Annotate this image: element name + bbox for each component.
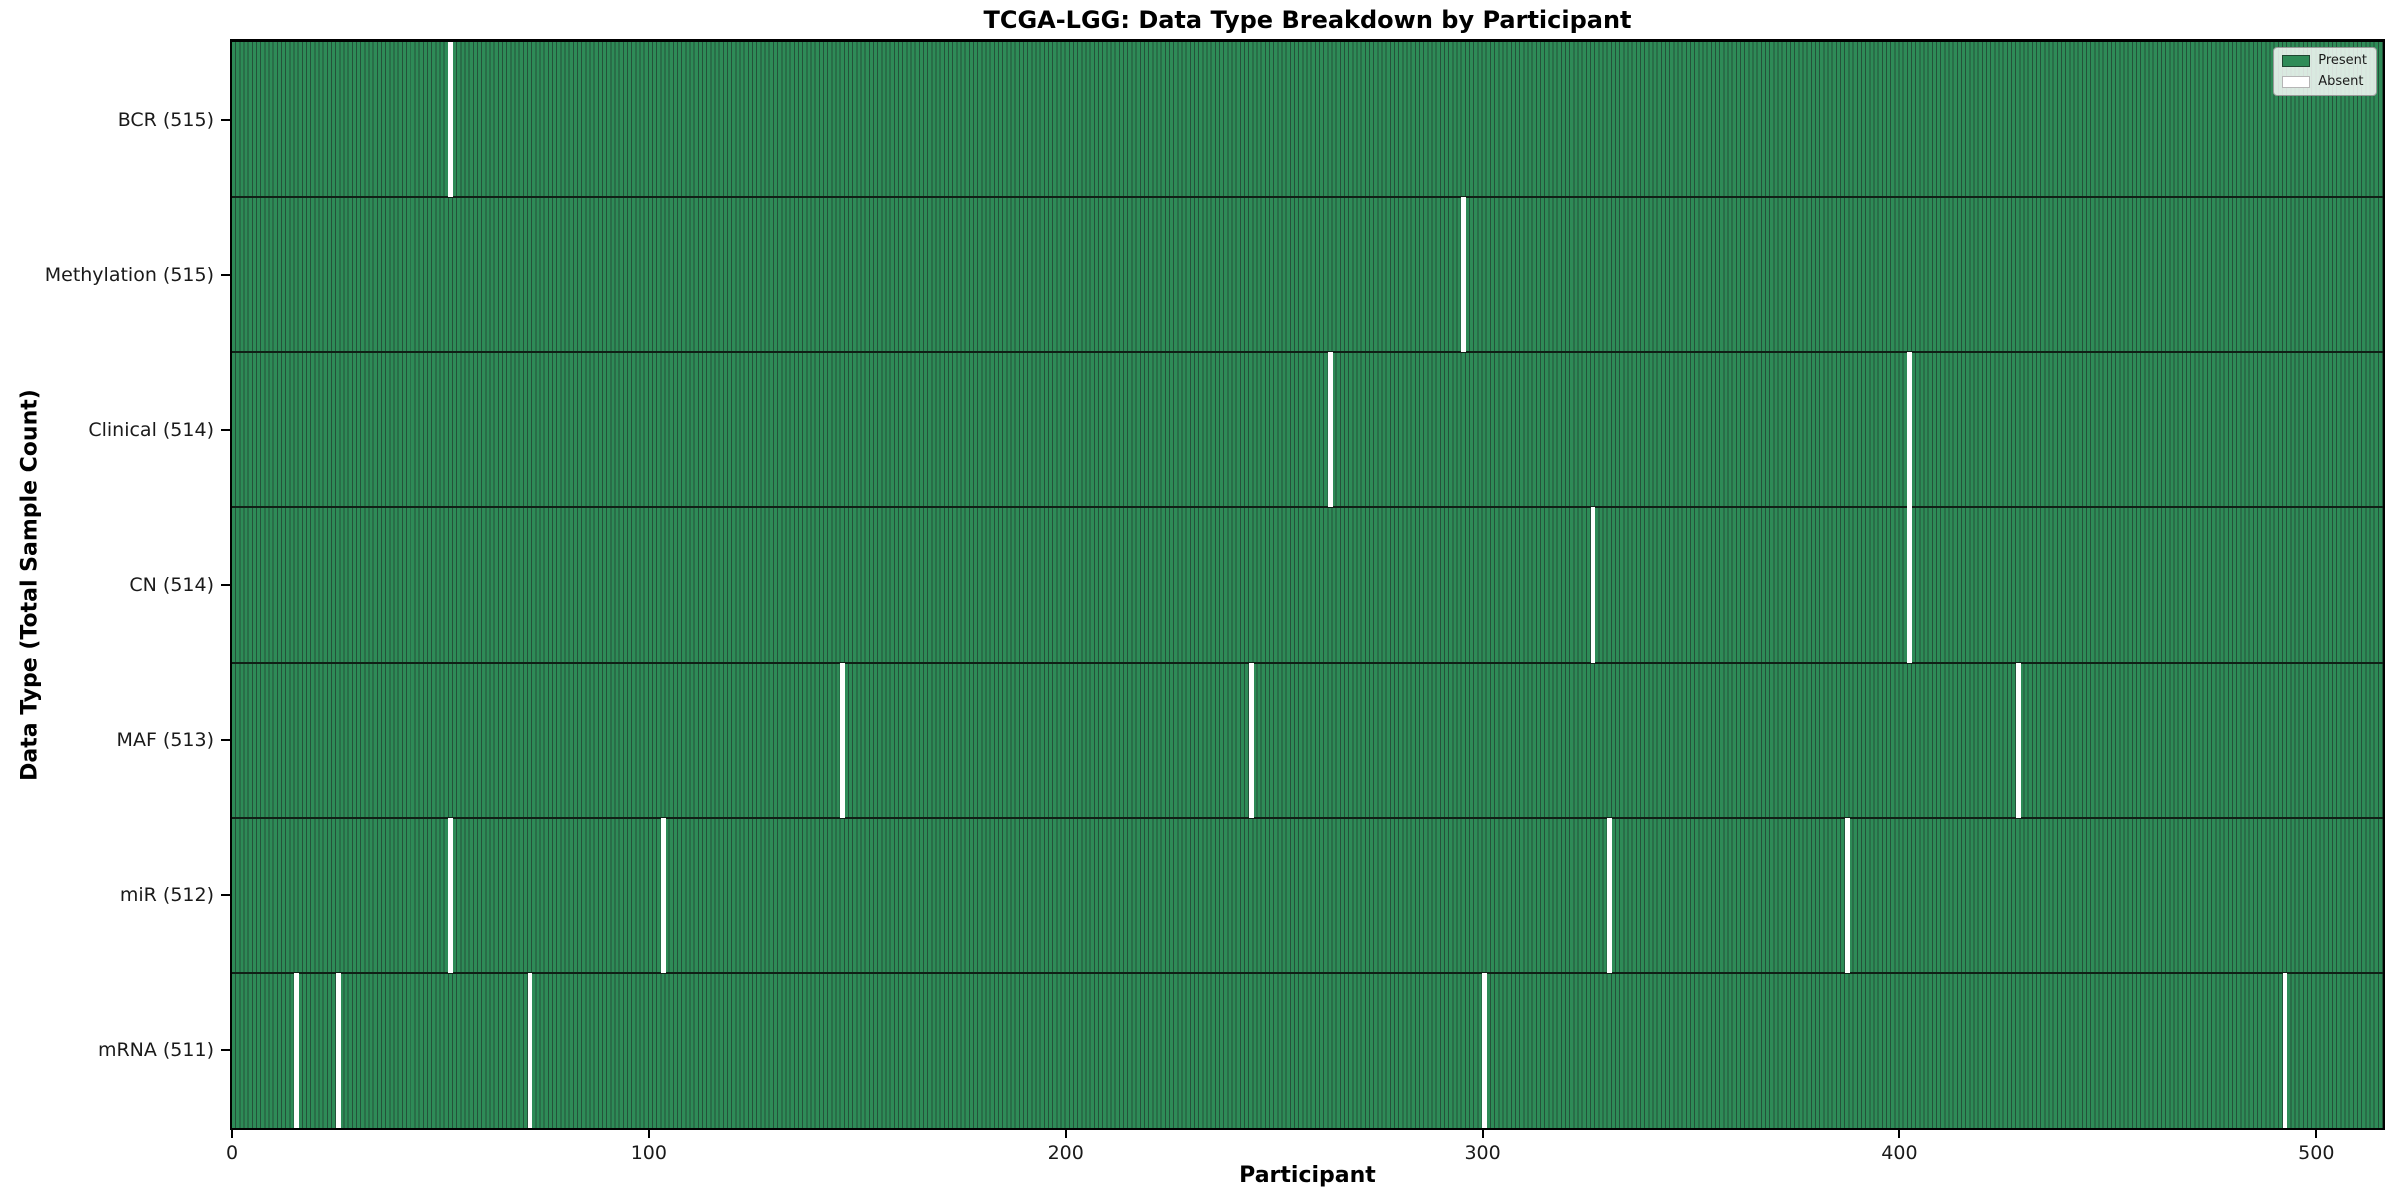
absent-cell-mir-52 bbox=[448, 817, 454, 973]
absent-cell-cn-326 bbox=[1590, 507, 1596, 663]
y-tick-mark-clinical bbox=[221, 428, 230, 431]
y-tick-label-bcr: BCR (515) bbox=[117, 108, 214, 131]
y-tick-label-mrna: mRNA (511) bbox=[97, 1039, 214, 1062]
legend-swatch-present-icon bbox=[2282, 55, 2311, 67]
absent-cell-mir-387 bbox=[1844, 817, 1850, 973]
x-tick-mark-0 bbox=[231, 1129, 233, 1138]
legend-label-absent: Absent bbox=[2318, 74, 2364, 89]
absent-cell-mrna-15 bbox=[294, 972, 299, 1128]
x-tick-mark-500 bbox=[2315, 1129, 2318, 1138]
row-divider bbox=[232, 196, 2383, 199]
legend-label-present: Present bbox=[2318, 53, 2367, 68]
x-tick-label-100: 100 bbox=[630, 1142, 667, 1164]
row-divider bbox=[232, 506, 2383, 509]
y-tick-label-maf: MAF (513) bbox=[116, 729, 214, 752]
row-divider bbox=[232, 351, 2383, 354]
y-tick-mark-bcr bbox=[221, 118, 230, 121]
legend-item-present: Present bbox=[2282, 54, 2367, 68]
x-tick-label-200: 200 bbox=[1047, 1142, 1084, 1164]
x-tick-mark-400 bbox=[1898, 1129, 1901, 1138]
legend-item-absent: Absent bbox=[2282, 75, 2367, 89]
row-divider bbox=[232, 971, 2383, 974]
absent-cell-mir-103 bbox=[661, 817, 666, 973]
absent-cell-bcr-52 bbox=[448, 42, 454, 198]
legend: Present Absent bbox=[2273, 47, 2377, 96]
y-tick-label-clinical: Clinical (514) bbox=[88, 418, 214, 441]
plot-area bbox=[232, 42, 2383, 1128]
row-divider bbox=[232, 661, 2383, 664]
row-divider bbox=[232, 816, 2383, 819]
absent-cell-maf-146 bbox=[840, 662, 846, 818]
absent-cell-mrna-25 bbox=[335, 972, 341, 1128]
x-tick-mark-300 bbox=[1481, 1129, 1484, 1138]
legend-swatch-absent-icon bbox=[2282, 76, 2311, 88]
x-axis-label: Participant bbox=[1239, 1163, 1376, 1188]
chart-title: TCGA-LGG: Data Type Breakdown by Partici… bbox=[983, 6, 1632, 34]
x-tick-mark-100 bbox=[647, 1129, 650, 1138]
absent-cell-mir-330 bbox=[1607, 817, 1613, 973]
y-tick-mark-maf bbox=[221, 739, 230, 742]
absent-cell-mrna-300 bbox=[1482, 972, 1488, 1128]
y-tick-label-mir: miR (512) bbox=[119, 884, 214, 907]
absent-cell-clinical-263 bbox=[1328, 352, 1333, 508]
x-tick-label-300: 300 bbox=[1464, 1142, 1501, 1164]
y-tick-label-cn: CN (514) bbox=[129, 574, 214, 596]
absent-cell-cn-402 bbox=[1907, 507, 1913, 663]
x-tick-label-0: 0 bbox=[225, 1142, 239, 1164]
y-tick-mark-mir bbox=[221, 894, 230, 897]
y-tick-mark-methylation bbox=[221, 273, 230, 276]
x-tick-label-400: 400 bbox=[1881, 1142, 1918, 1164]
present-bars-texture bbox=[232, 42, 2383, 1128]
absent-cell-methylation-295 bbox=[1461, 197, 1467, 353]
y-tick-mark-mrna bbox=[221, 1049, 230, 1052]
absent-cell-mrna-492 bbox=[2282, 972, 2288, 1128]
absent-cell-maf-244 bbox=[1248, 662, 1254, 818]
absent-cell-maf-428 bbox=[2015, 662, 2021, 818]
y-tick-label-methylation: Methylation (515) bbox=[44, 263, 214, 286]
x-tick-label-500: 500 bbox=[2298, 1142, 2335, 1164]
x-tick-mark-200 bbox=[1064, 1129, 1067, 1138]
absent-cell-clinical-402 bbox=[1907, 352, 1913, 508]
y-tick-mark-cn bbox=[221, 584, 230, 586]
absent-cell-mrna-71 bbox=[527, 972, 533, 1128]
